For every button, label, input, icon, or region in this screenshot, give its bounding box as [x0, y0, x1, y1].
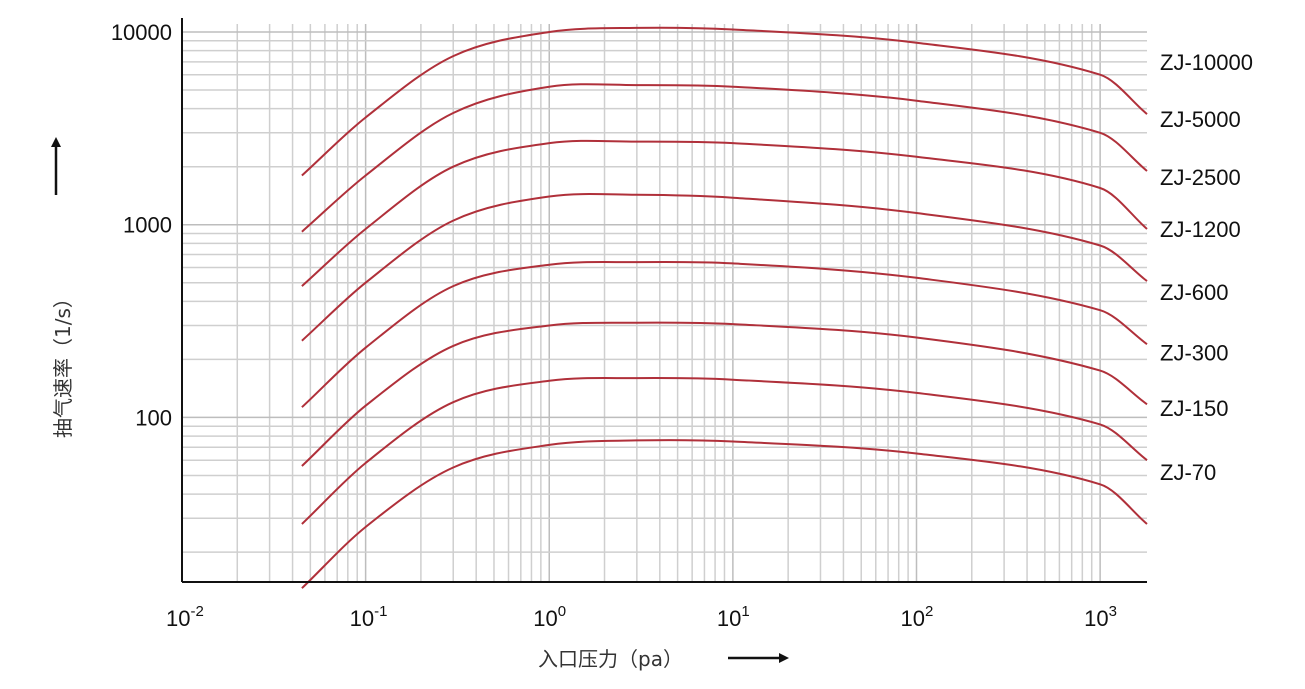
x-axis-title-group: 入口压力（pa） [538, 647, 789, 671]
series-labels: ZJ-10000 ZJ-5000 ZJ-2500 ZJ-1200 ZJ-600 ZJ-30… [1160, 50, 1253, 485]
x-tick-label: 10-2 [166, 603, 204, 631]
series-line-zj-2500 [301, 139, 1148, 287]
x-tick-label: 100 [533, 603, 566, 631]
x-tick-label: 103 [1084, 603, 1117, 631]
y-tick-label: 100 [135, 405, 172, 430]
series-label: ZJ-5000 [1160, 107, 1241, 132]
series-line-zj-10000 [301, 26, 1148, 177]
x-tick-exponent: -2 [190, 603, 203, 620]
x-tick-base: 10 [166, 606, 190, 631]
x-tick-label: 102 [901, 603, 934, 631]
x-tick-labels: 10-2 10-1 100 101 102 103 [166, 603, 1117, 631]
series-label: ZJ-2500 [1160, 165, 1241, 190]
axes [181, 18, 1147, 583]
x-tick-exponent: 0 [558, 603, 566, 620]
x-tick-base: 10 [717, 606, 741, 631]
series-lines [301, 26, 1148, 589]
x-axis-title: 入口压力（pa） [538, 647, 683, 671]
x-tick-exponent: 1 [741, 603, 749, 620]
y-tick-label: 1000 [123, 213, 172, 238]
series-label: ZJ-600 [1160, 280, 1228, 305]
x-tick-label: 101 [717, 603, 750, 631]
series-label: ZJ-70 [1160, 460, 1216, 485]
x-tick-exponent: 2 [925, 603, 933, 620]
x-tick-base: 10 [901, 606, 925, 631]
series-line-zj-5000 [301, 83, 1148, 233]
series-label: ZJ-300 [1160, 340, 1228, 365]
series-label: ZJ-10000 [1160, 50, 1253, 75]
y-axis-title-group: 抽气速率（1/s） [51, 137, 75, 438]
x-tick-base: 10 [1084, 606, 1108, 631]
y-tick-label: 10000 [111, 20, 172, 45]
series-line-zj-300 [301, 321, 1148, 467]
x-tick-exponent: 3 [1109, 603, 1117, 620]
y-tick-labels: 10000 1000 100 [111, 20, 172, 430]
x-tick-label: 10-1 [350, 603, 388, 631]
series-label: ZJ-150 [1160, 396, 1228, 421]
series-line-zj-1200 [301, 193, 1148, 342]
x-tick-exponent: -1 [374, 603, 387, 620]
series-line-zj-150 [301, 377, 1148, 525]
series-line-zj-600 [301, 260, 1148, 408]
y-axis-title: 抽气速率（1/s） [51, 288, 75, 438]
x-tick-base: 10 [533, 606, 557, 631]
series-label: ZJ-1200 [1160, 217, 1241, 242]
series-line-zj-70 [301, 439, 1148, 589]
grid-lines [181, 24, 1147, 582]
x-tick-base: 10 [350, 606, 374, 631]
